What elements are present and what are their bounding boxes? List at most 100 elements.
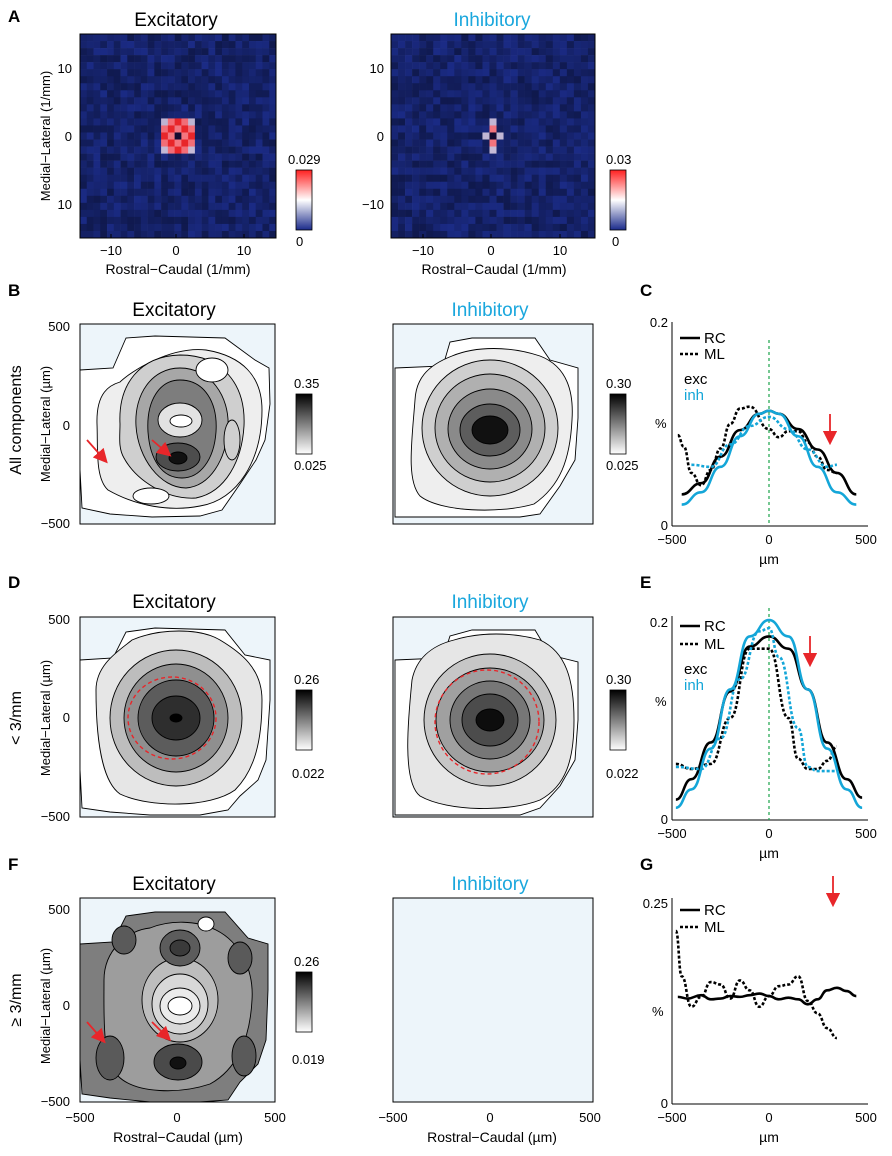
heatmap-cell [262,139,270,147]
heatmap-cell [489,153,497,161]
heatmap-cell [269,83,277,91]
heatmap-cell [398,90,406,98]
heatmap-cell [134,216,142,225]
heatmap-cell [242,160,250,168]
heatmap-cell [201,174,209,183]
heatmap-cell [181,174,189,183]
panel-letter-d: D [8,573,20,592]
heatmap-cell [174,195,182,204]
heatmap-cell [489,195,497,204]
heatmap-cell [538,188,547,197]
heatmap-cell [587,97,596,105]
a-inh-colorbar-max: 0.03 [606,152,631,167]
heatmap-cell [201,48,209,56]
heatmap-cell [531,125,540,133]
heatmap-cell [255,195,263,204]
heatmap-cell [80,223,88,232]
heatmap-cell [524,111,532,119]
heatmap-cell [559,97,568,105]
heatmap-cell [559,34,568,42]
heatmap-cell [100,209,108,218]
heatmap-cell [440,97,448,105]
heatmap-cell [154,146,162,154]
heatmap-cell [475,160,483,168]
heatmap-cell [517,209,525,218]
heatmap-cell [140,104,148,112]
heatmap-cell [86,97,94,105]
heatmap-cell [587,216,596,225]
heatmap-cell [262,223,270,232]
heatmap-cell [262,167,270,175]
heatmap-cell [228,174,236,183]
heatmap-cell [524,41,532,49]
heatmap-cell [489,202,497,211]
heatmap-cell [517,104,525,112]
heatmap-cell [496,83,504,91]
heatmap-cell [140,83,148,91]
heatmap-cell [433,69,441,77]
heatmap-cell [242,111,250,119]
heatmap-cell [552,41,561,49]
heatmap-cell [215,202,223,211]
heatmap-cell [113,62,121,70]
heatmap-cell [440,125,448,133]
heatmap-cell [107,90,115,98]
heatmap-cell [221,174,229,183]
heatmap-cell [496,34,504,42]
heatmap-cell [475,209,483,218]
heatmap-cell [80,146,88,154]
heatmap-cell [573,202,582,211]
heatmap-cell [538,146,547,154]
heatmap-cell [100,41,108,49]
heatmap-cell [559,111,568,119]
heatmap-cell [391,174,399,183]
heatmap-cell [208,202,216,211]
heatmap-cell [461,195,469,204]
heatmap-cell [552,48,561,56]
heatmap-cell [447,111,455,119]
heatmap-cell [147,48,155,56]
heatmap-cell [405,174,413,183]
heatmap-cell [496,97,504,105]
heatmap-cell [248,104,257,112]
e-group-inh: inh [684,677,704,694]
b-exc-arrow-left [86,439,108,464]
heatmap-cell [426,48,434,56]
a-inh-title: Inhibitory [453,10,531,31]
heatmap-cell [531,202,540,211]
heatmap-cell [181,188,189,197]
heatmap-cell [587,118,596,126]
heatmap-cell [174,104,182,112]
heatmap-cell [154,160,162,168]
heatmap-cell [221,223,229,232]
heatmap-cell [412,160,420,168]
heatmap-cell [426,153,434,161]
heatmap-cell [454,76,462,84]
heatmap-cell [248,76,257,84]
heatmap-cell [391,195,399,204]
heatmap-cell [134,202,142,211]
heatmap-cell [496,118,504,126]
heatmap-cell [147,146,155,154]
heatmap-cell [454,48,462,56]
d-exc-ytick-label-1: 500 [48,612,70,627]
series-line-exc-ml [677,405,837,487]
heatmap-cell [510,118,518,126]
heatmap-cell [496,181,504,190]
heatmap-cell [433,230,441,239]
heatmap-cell [538,139,547,147]
heatmap-cell [587,34,596,42]
heatmap-cell [248,167,257,175]
e-xtick-label-2: 0 [765,826,772,841]
heatmap-cell [100,153,108,161]
heatmap-cell [503,181,511,190]
g-ytick-label-2: 0 [661,1096,668,1111]
heatmap-cell [113,132,121,140]
heatmap-cell [454,230,462,239]
heatmap-cell [221,160,229,168]
heatmap-cell [426,223,434,232]
a-exc-xlabel: Rostral−Caudal (1/mm) [105,261,250,277]
heatmap-cell [405,90,413,98]
heatmap-cell [174,48,182,56]
heatmap-cell [235,83,243,91]
